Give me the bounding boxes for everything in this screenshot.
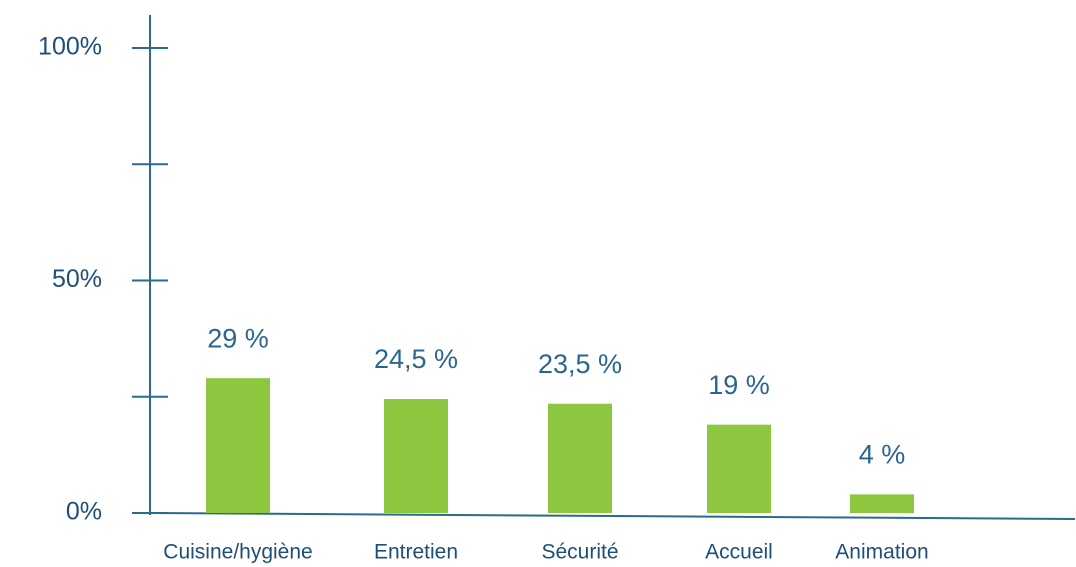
x-tick-label: Animation [835, 541, 928, 564]
y-tick-label: 100% [38, 33, 102, 61]
value-label: 24,5 % [374, 344, 458, 374]
bar [850, 494, 914, 513]
value-label: 4 % [859, 440, 906, 470]
x-tick-label: Accueil [705, 541, 773, 564]
bar [206, 378, 270, 513]
bar [548, 403, 612, 513]
value-label: 29 % [207, 323, 269, 353]
x-tick-label: Cuisine/hygiène [163, 541, 312, 564]
bar [384, 399, 448, 513]
value-label: 23,5 % [538, 349, 622, 379]
value-label: 19 % [708, 370, 770, 400]
y-tick-label: 50% [52, 265, 102, 293]
y-tick-label: 0% [66, 498, 102, 526]
x-tick-label: Entretien [374, 541, 458, 564]
x-tick-label: Sécurité [541, 541, 618, 564]
bar [707, 424, 771, 513]
x-axis [149, 512, 1076, 520]
